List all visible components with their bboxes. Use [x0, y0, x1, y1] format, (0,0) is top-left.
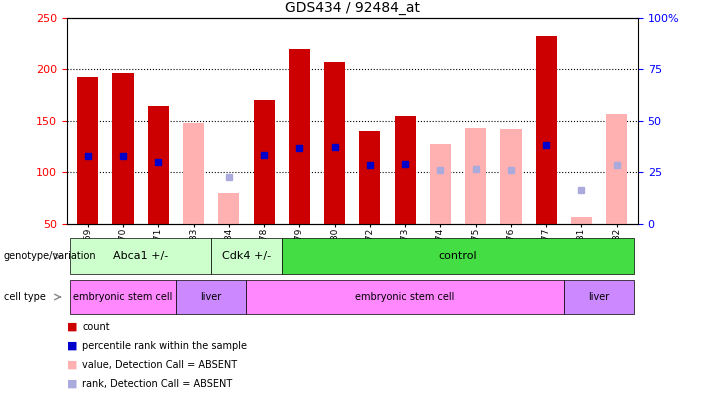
Text: genotype/variation: genotype/variation: [4, 251, 96, 261]
Bar: [218, 193, 240, 224]
Bar: [112, 73, 134, 224]
Bar: [571, 217, 592, 224]
Bar: [430, 145, 451, 224]
Bar: [211, 238, 282, 274]
Text: ■: ■: [67, 322, 77, 332]
Bar: [282, 238, 634, 274]
Text: liver: liver: [200, 292, 222, 302]
Text: control: control: [439, 251, 477, 261]
Bar: [606, 114, 627, 224]
Text: cell type: cell type: [4, 292, 46, 302]
Text: count: count: [82, 322, 109, 332]
Bar: [70, 238, 211, 274]
Text: Abca1 +/-: Abca1 +/-: [113, 251, 168, 261]
Bar: [148, 107, 169, 224]
Text: value, Detection Call = ABSENT: value, Detection Call = ABSENT: [82, 360, 237, 370]
Bar: [465, 128, 486, 224]
Text: embryonic stem cell: embryonic stem cell: [355, 292, 455, 302]
Text: ■: ■: [67, 341, 77, 351]
Bar: [360, 131, 381, 224]
Bar: [501, 129, 522, 224]
Bar: [289, 49, 310, 224]
Text: rank, Detection Call = ABSENT: rank, Detection Call = ABSENT: [82, 379, 232, 389]
Text: Cdk4 +/-: Cdk4 +/-: [222, 251, 271, 261]
Bar: [176, 280, 247, 314]
Bar: [254, 100, 275, 224]
Text: ■: ■: [67, 360, 77, 370]
Bar: [536, 36, 557, 224]
Text: embryonic stem cell: embryonic stem cell: [74, 292, 172, 302]
Text: ■: ■: [67, 379, 77, 389]
Title: GDS434 / 92484_at: GDS434 / 92484_at: [285, 2, 420, 15]
Bar: [183, 123, 204, 224]
Bar: [70, 280, 176, 314]
Bar: [324, 62, 345, 224]
Bar: [247, 280, 564, 314]
Text: liver: liver: [589, 292, 610, 302]
Bar: [564, 280, 634, 314]
Text: percentile rank within the sample: percentile rank within the sample: [82, 341, 247, 351]
Bar: [77, 76, 98, 224]
Bar: [395, 116, 416, 224]
